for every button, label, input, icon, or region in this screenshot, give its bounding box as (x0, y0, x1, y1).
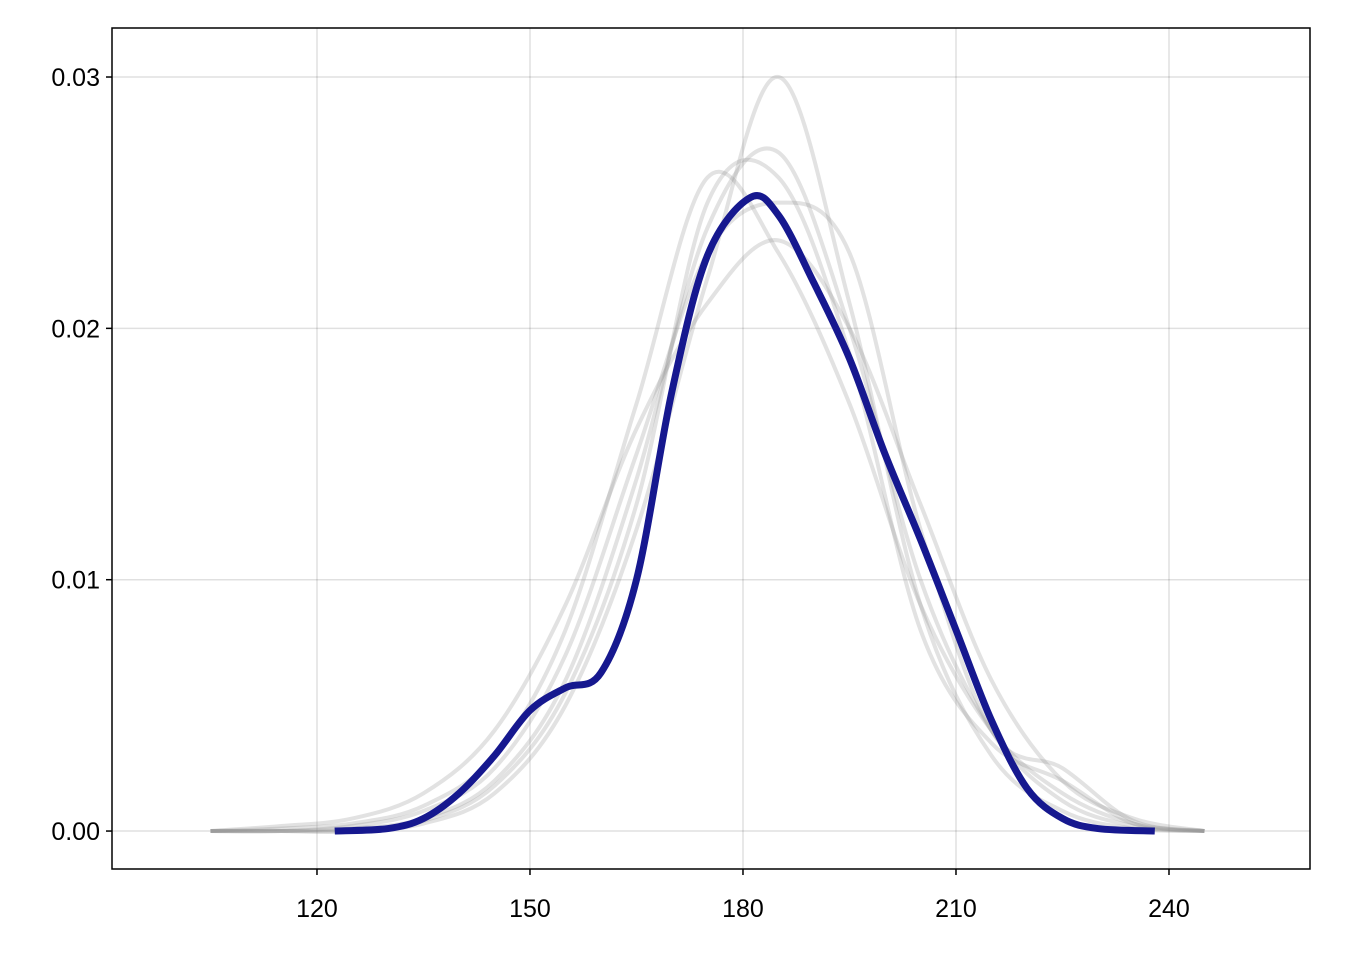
density-line (334, 192, 1155, 835)
y-tick-label: 0.01 (51, 567, 100, 595)
plot-area (112, 28, 1310, 869)
x-tick-label: 150 (509, 895, 551, 923)
x-tick-label: 210 (935, 895, 977, 923)
density-line (210, 238, 1205, 834)
y-tick-label: 0.03 (51, 64, 100, 92)
x-tick-label: 180 (722, 895, 764, 923)
plot-frame (111, 27, 1311, 870)
x-tick-label: 240 (1148, 895, 1190, 923)
density-line (210, 75, 1205, 834)
x-tick-label: 120 (296, 895, 338, 923)
y-tick-label: 0.02 (51, 315, 100, 343)
y-tick-label: 0.00 (51, 818, 100, 846)
